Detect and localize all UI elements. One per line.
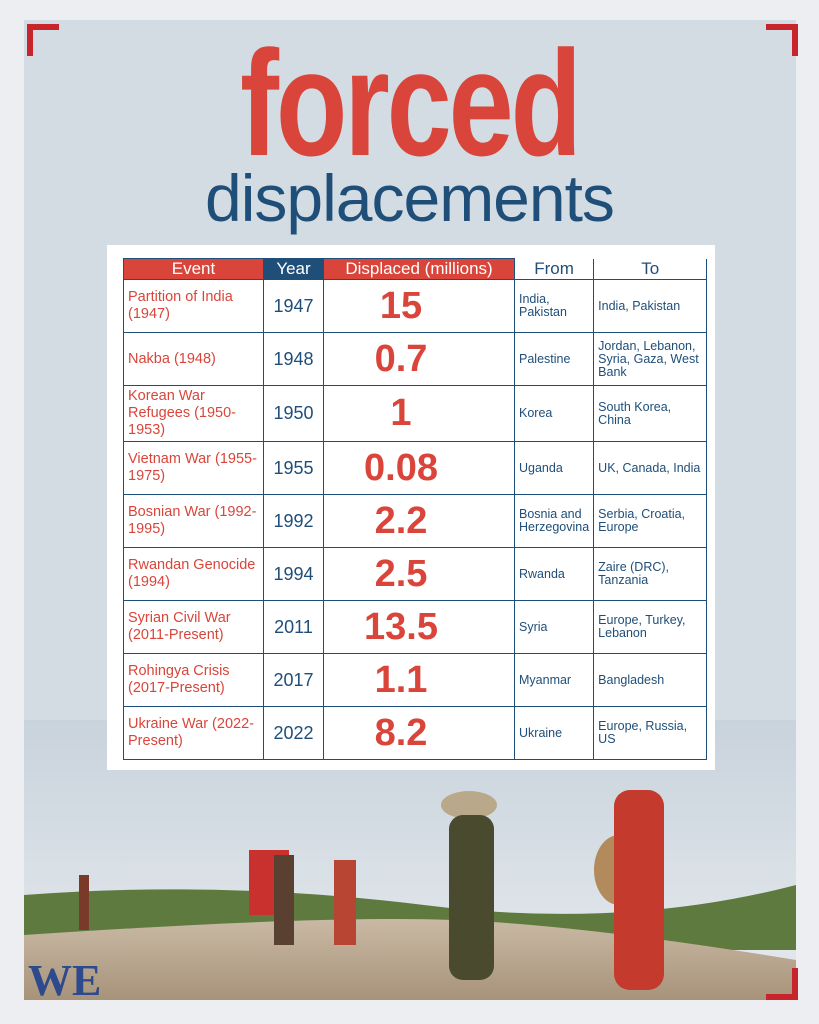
- year-cell: 2011: [263, 600, 324, 654]
- from-cell: Syria: [513, 600, 595, 654]
- from-cell: India, Pakistan: [513, 279, 595, 333]
- to-cell: Europe, Russia, US: [593, 706, 708, 760]
- corner: [766, 24, 798, 56]
- table-row: Bosnian War (1992-1995) 1992 2.2 Bosnia and…: [123, 494, 708, 548]
- event-cell: Nakba (1948): [123, 332, 264, 386]
- displaced-cell: 2.5: [323, 547, 515, 601]
- event-cell: Syrian Civil War (2011-Present): [123, 600, 264, 654]
- from-cell: Korea: [513, 385, 595, 442]
- event-cell: Korean War Refugees (1950-1953): [123, 385, 264, 442]
- table-row: Rohingya Crisis (2017-Present) 2017 1.1 Mya…: [123, 653, 708, 707]
- year-cell: 1947: [263, 279, 324, 333]
- table-row: Nakba (1948) 1948 0.7 Palestine Jordan, Leba…: [123, 332, 708, 386]
- table-row: Ukraine War (2022-Present) 2022 8.2 Ukraine…: [123, 706, 708, 760]
- column-header: Displaced (millions): [323, 258, 515, 280]
- to-cell: Zaire (DRC), Tanzania: [593, 547, 708, 601]
- corner: [27, 24, 59, 56]
- table-row: Vietnam War (1955-1975) 1955 0.08 Uganda UK,…: [123, 441, 708, 495]
- table-row: Syrian Civil War (2011-Present) 2011 13.5 S…: [123, 600, 708, 654]
- event-cell: Ukraine War (2022-Present): [123, 706, 264, 760]
- table-card: Event Year Displaced (millions) From To Parti…: [107, 245, 715, 770]
- displaced-cell: 13.5: [323, 600, 515, 654]
- to-cell: Serbia, Croatia, Europe: [593, 494, 708, 548]
- event-cell: Vietnam War (1955-1975): [123, 441, 264, 495]
- table-row: Rwandan Genocide (1994) 1994 2.5 Rwanda Zair…: [123, 547, 708, 601]
- year-cell: 2022: [263, 706, 324, 760]
- event-cell: Bosnian War (1992-1995): [123, 494, 264, 548]
- corner: [766, 968, 798, 1000]
- to-cell: UK, Canada, India: [593, 441, 708, 495]
- from-cell: Ukraine: [513, 706, 595, 760]
- column-header: Event: [123, 258, 264, 280]
- column-header: To: [593, 258, 708, 280]
- event-cell: Rwandan Genocide (1994): [123, 547, 264, 601]
- displaced-cell: 15: [323, 279, 515, 333]
- displaced-cell: 8.2: [323, 706, 515, 760]
- to-cell: India, Pakistan: [593, 279, 708, 333]
- from-cell: Palestine: [513, 332, 595, 386]
- displaced-cell: 1.1: [323, 653, 515, 707]
- to-cell: Europe, Turkey, Lebanon: [593, 600, 708, 654]
- table: Event Year Displaced (millions) From To Parti…: [123, 258, 708, 760]
- column-header: Year: [263, 258, 324, 280]
- from-cell: Myanmar: [513, 653, 595, 707]
- year-cell: 1950: [263, 385, 324, 442]
- table-row: Korean War Refugees (1950-1953) 1950 1 Kore…: [123, 385, 708, 442]
- displaced-cell: 0.08: [323, 441, 515, 495]
- column-header: From: [513, 258, 595, 280]
- from-cell: Rwanda: [513, 547, 595, 601]
- year-cell: 1994: [263, 547, 324, 601]
- header-row: Event Year Displaced (millions) From To: [123, 258, 708, 280]
- event-cell: Rohingya Crisis (2017-Present): [123, 653, 264, 707]
- to-cell: Jordan, Lebanon, Syria, Gaza, West Bank: [593, 332, 708, 386]
- to-cell: Bangladesh: [593, 653, 708, 707]
- from-cell: Bosnia and Herzegovina: [513, 494, 595, 548]
- title: forced: [240, 19, 582, 187]
- year-cell: 1955: [263, 441, 324, 495]
- year-cell: 1992: [263, 494, 324, 548]
- subtitle: displacements: [205, 161, 615, 235]
- year-cell: 2017: [263, 653, 324, 707]
- event-cell: Partition of India (1947): [123, 279, 264, 333]
- displaced-cell: 1: [323, 385, 515, 442]
- displaced-cell: 0.7: [323, 332, 515, 386]
- from-cell: Uganda: [513, 441, 595, 495]
- table-row: Partition of India (1947) 1947 15 India, Pa…: [123, 279, 708, 333]
- displaced-cell: 2.2: [323, 494, 515, 548]
- year-cell: 1948: [263, 332, 324, 386]
- to-cell: South Korea, China: [593, 385, 708, 442]
- logo: WE: [28, 956, 102, 1005]
